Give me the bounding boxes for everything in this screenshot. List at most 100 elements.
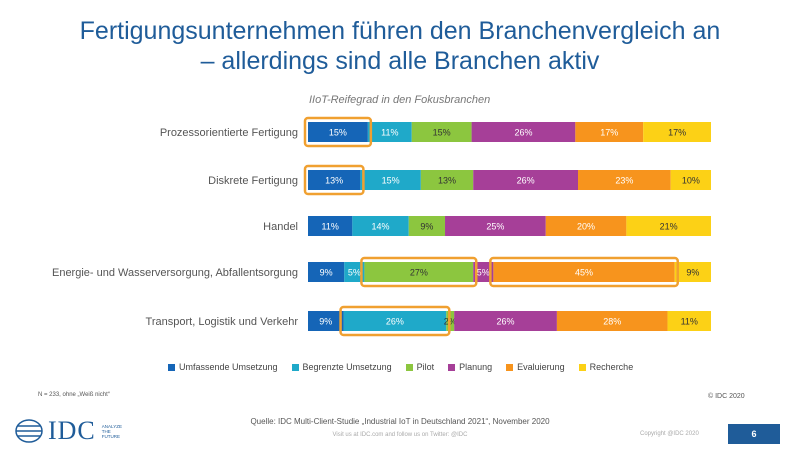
bar-segment	[408, 216, 446, 236]
data-label: 28%	[603, 317, 621, 327]
bar-segment	[364, 262, 474, 282]
category-label: Transport, Logistik und Verkehr	[146, 316, 299, 328]
bar-segment	[473, 262, 494, 282]
data-label: 11%	[321, 222, 338, 232]
data-label: 15%	[433, 128, 451, 138]
footer-copyright: Copyright @IDC 2020	[640, 431, 699, 437]
data-label: 26%	[517, 176, 535, 186]
data-label: 13%	[325, 176, 343, 186]
highlight-box	[303, 164, 365, 196]
data-label: 26%	[497, 317, 515, 327]
data-label: 9%	[319, 317, 332, 327]
chart-legend: Umfassende Umsetzung Begrenzte Umsetzung P…	[168, 362, 647, 372]
bar-segment	[308, 122, 368, 142]
data-label: 27%	[410, 268, 428, 278]
data-label: 11%	[381, 128, 398, 138]
data-label: 14%	[372, 222, 390, 232]
data-label: 17%	[668, 128, 686, 138]
stacked-bar-chart: Prozessorientierte Fertigung 15% 11% 15% 26%…	[52, 116, 711, 337]
globe-icon	[15, 419, 43, 443]
legend-swatch	[168, 363, 175, 371]
legend-item: Begrenzte Umsetzung	[291, 362, 392, 372]
highlight-box	[360, 256, 478, 288]
legend-item: Pilot	[405, 362, 435, 372]
bar-segment	[308, 311, 344, 331]
legend-swatch	[578, 363, 586, 371]
data-label: 15%	[382, 176, 400, 186]
category-label: Prozessorientierte Fertigung	[160, 127, 298, 139]
legend-item: Umfassende Umsetzung	[168, 362, 278, 372]
bar-segment	[308, 170, 361, 190]
bar-segment	[308, 216, 353, 236]
source-text: Quelle: IDC Multi-Client-Studie „Industr…	[250, 417, 550, 426]
bar-segment	[545, 216, 627, 236]
idc-logo: IDC ANALYZE THE FUTURE	[14, 416, 122, 445]
data-label: 9%	[320, 268, 333, 278]
bar-segment	[411, 122, 472, 142]
category-label: Diskrete Fertigung	[208, 175, 298, 187]
bar-segment	[344, 262, 365, 282]
bar-segment	[367, 122, 412, 142]
data-label: 5%	[477, 268, 490, 278]
legend-item: Recherche	[578, 362, 634, 372]
bar-segment	[420, 170, 474, 190]
copyright-label: © IDC 2020	[708, 393, 745, 400]
bar-segment	[493, 262, 675, 282]
data-label: 26%	[514, 128, 532, 138]
bar-segment	[556, 311, 668, 331]
legend-label: Evaluierung	[517, 362, 565, 372]
legend-swatch	[506, 363, 514, 371]
category-label: Energie- und Wasserversorgung, Abfallent…	[52, 267, 298, 279]
legend-label: Recherche	[589, 362, 634, 372]
slide-title: Fertigungsunternehmen führen den Branche…	[0, 16, 800, 76]
highlight-box	[489, 256, 679, 288]
bar-segment	[674, 262, 711, 282]
data-label: 23%	[615, 176, 633, 186]
highlight-box	[339, 305, 451, 337]
bar-segment	[308, 262, 345, 282]
bar-segment	[343, 311, 447, 331]
legend-swatch	[448, 363, 456, 371]
data-label: 20%	[577, 222, 595, 232]
data-label: 17%	[600, 128, 618, 138]
data-label: 9%	[420, 222, 433, 232]
bar-segment	[473, 170, 579, 190]
legend-item: Planung	[448, 362, 492, 372]
data-label: 25%	[486, 222, 504, 232]
legend-swatch	[291, 363, 299, 371]
legend-label: Begrenzte Umsetzung	[302, 362, 392, 372]
legend-label: Planung	[459, 362, 493, 372]
legend-item: Evaluierung	[506, 362, 565, 372]
legend-label: Pilot	[416, 362, 435, 372]
bar-segment	[454, 311, 557, 331]
chart-title: IIoT-Reifegrad in den Fokusbranchen	[309, 94, 491, 106]
legend-swatch	[405, 363, 413, 371]
data-label: 10%	[682, 176, 700, 186]
bar-segment	[360, 170, 421, 190]
bar-segment	[670, 170, 711, 190]
title-line-1: Fertigungsunternehmen führen den Branche…	[79, 17, 721, 45]
data-label: 9%	[686, 268, 699, 278]
title-line-2: – allerdings sind alle Branchen aktiv	[200, 47, 600, 75]
bar-segment	[471, 122, 576, 142]
bar-segment	[575, 122, 644, 142]
sample-note: N = 233, ohne „Weiß nicht“	[38, 392, 110, 398]
bar-segment	[626, 216, 711, 236]
page-number: 6	[728, 424, 780, 444]
highlight-box	[303, 116, 373, 148]
bar-segment	[352, 216, 409, 236]
bar-segment	[445, 216, 546, 236]
logo-tagline: ANALYZE THE FUTURE	[101, 423, 122, 439]
bar-segment	[667, 311, 711, 331]
visit-link[interactable]: Visit us at IDC.com and follow us on Twi…	[332, 432, 468, 438]
logo-text: IDC	[48, 416, 96, 445]
data-label: 15%	[329, 128, 347, 138]
bar-segment	[578, 170, 671, 190]
data-label: 5%	[348, 268, 361, 278]
data-label: 13%	[438, 176, 456, 186]
data-label: 26%	[386, 317, 404, 327]
category-label: Handel	[263, 221, 298, 233]
data-label: 45%	[575, 268, 593, 278]
legend-label: Umfassende Umsetzung	[179, 362, 278, 372]
bar-segment	[643, 122, 711, 142]
